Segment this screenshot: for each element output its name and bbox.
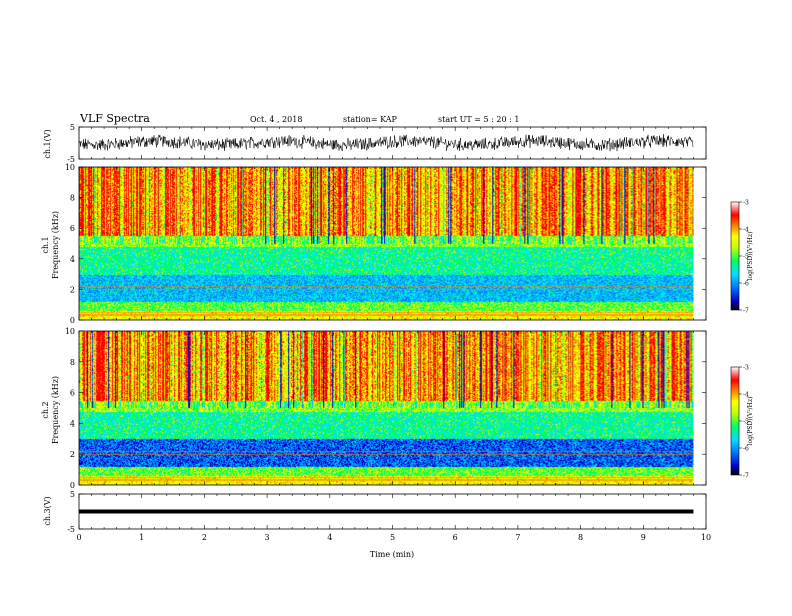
ch2-spectrogram-image (79, 331, 694, 485)
y-tick-label: 5 (70, 123, 75, 132)
y-tick-label: 10 (65, 327, 75, 336)
start-time-label: start UT = 5 : 20 : 1 (438, 115, 519, 124)
time-tick-label: 10 (701, 533, 711, 542)
y-tick-label: 6 (70, 224, 75, 233)
figure-title: VLF Spectra (79, 112, 150, 125)
time-tick-label: 9 (641, 533, 646, 542)
y-tick-label: 4 (70, 255, 75, 264)
ch2-colorbar-scale (730, 366, 740, 476)
time-tick-label: 8 (578, 533, 583, 542)
y-tick-label: -5 (67, 525, 75, 534)
y-tick-label: 2 (70, 450, 75, 459)
ch1-spectrogram-image (79, 167, 694, 320)
y-tick-label: 8 (70, 194, 75, 203)
y-tick-label: 5 (70, 490, 75, 499)
ch2-spectrogram-axis-label-frequency: Frequency (kHz) (51, 376, 60, 444)
y-tick-label: 8 (70, 358, 75, 367)
time-tick-label: 5 (390, 533, 395, 542)
time-axis-label: Time (min) (370, 550, 414, 559)
colorbar-tick-label: -6 (743, 446, 749, 453)
colorbar-tick-label: -3 (743, 200, 749, 207)
ch1-voltage-axis-label: ch.1(V) (43, 129, 52, 158)
colorbar-tick-label: -4 (743, 392, 749, 399)
ch1-colorbar: -3 -4 -5 -6 -7 log(PSD)(V²/Hz) (730, 200, 754, 315)
ch1-colorbar-label: log(PSD)(V²/Hz) (747, 232, 754, 281)
ch1-spectrogram-axis-label-channel: ch.1 (41, 236, 50, 253)
date-label: Oct. 4 , 2018 (250, 115, 302, 124)
colorbar-tick-label: -6 (743, 281, 749, 288)
time-tick-label: 2 (202, 533, 207, 542)
ch2-spectrogram-axis-label-channel: ch.2 (41, 401, 50, 418)
colorbar-tick-label: -3 (743, 365, 749, 372)
ch2-colorbar: -3 -4 -5 -6 -7 log(PSD)(V²/Hz) (730, 365, 754, 480)
time-tick-label: 1 (139, 533, 144, 542)
ch3-voltage-axis-label: ch.3(V) (43, 496, 52, 525)
time-tick-label: 0 (76, 533, 81, 542)
ch3-waveform-panel: 5 -50 1 2 3 4 5 6 7 8 9 10 (67, 490, 711, 542)
ch1-spectrogram-axis-label-frequency: Frequency (kHz) (51, 211, 60, 279)
ch1-colorbar-scale (730, 201, 740, 311)
colorbar-tick-label: -7 (743, 473, 749, 480)
station-label: station= KAP (343, 115, 398, 124)
colorbar-tick-label: -4 (743, 227, 749, 234)
ch1-waveform-trace (78, 134, 694, 152)
time-tick-label: 7 (515, 533, 520, 542)
ch2-colorbar-label: log(PSD)(V²/Hz) (747, 397, 754, 446)
ch1-spectrogram-panel: 0 2 4 6 8 10 (65, 163, 707, 325)
ch2-spectrogram-panel: 0 2 4 6 8 10 (65, 327, 707, 490)
y-tick-label: 6 (70, 389, 75, 398)
y-tick-label: 4 (70, 419, 75, 428)
colorbar-tick-label: -5 (743, 419, 749, 426)
y-tick-label: 2 (70, 285, 75, 294)
ch1-waveform-panel: 5 -5 (67, 123, 707, 164)
time-tick-label: 6 (453, 533, 458, 542)
y-tick-label: -5 (67, 155, 75, 164)
y-tick-label: 0 (70, 481, 75, 490)
y-tick-label: 10 (65, 163, 75, 172)
time-tick-label: 3 (265, 533, 270, 542)
colorbar-tick-label: -7 (743, 308, 749, 315)
y-tick-label: 0 (70, 316, 75, 325)
time-tick-label: 4 (327, 533, 332, 542)
colorbar-tick-label: -5 (743, 254, 749, 261)
